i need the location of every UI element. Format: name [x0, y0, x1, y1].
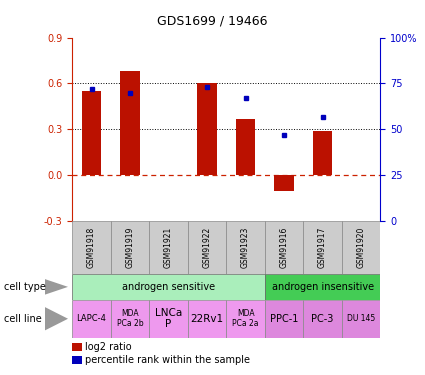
- Text: GDS1699 / 19466: GDS1699 / 19466: [157, 15, 268, 28]
- Text: GSM91919: GSM91919: [125, 227, 135, 268]
- Bar: [149, 221, 188, 274]
- Bar: [198, 84, 217, 176]
- Bar: [265, 221, 303, 274]
- Text: DU 145: DU 145: [347, 314, 375, 323]
- Bar: [236, 118, 255, 176]
- Text: MDA
PCa 2a: MDA PCa 2a: [232, 309, 259, 328]
- Polygon shape: [45, 307, 68, 331]
- Text: 22Rv1: 22Rv1: [190, 314, 224, 324]
- Bar: [265, 274, 380, 300]
- Text: androgen insensitive: androgen insensitive: [272, 282, 374, 292]
- Text: LAPC-4: LAPC-4: [76, 314, 106, 323]
- Bar: [303, 221, 342, 274]
- Text: cell line: cell line: [4, 314, 42, 324]
- Bar: [72, 221, 111, 274]
- Bar: [188, 300, 226, 338]
- Text: androgen sensitive: androgen sensitive: [122, 282, 215, 292]
- Text: GSM91922: GSM91922: [203, 227, 212, 268]
- Bar: [188, 221, 226, 274]
- Text: GSM91917: GSM91917: [318, 227, 327, 268]
- Text: PC-3: PC-3: [312, 314, 334, 324]
- Bar: [226, 221, 265, 274]
- Text: GSM91920: GSM91920: [357, 227, 366, 268]
- Bar: [313, 131, 332, 176]
- Bar: [226, 300, 265, 338]
- Bar: [72, 274, 265, 300]
- Text: cell type: cell type: [4, 282, 46, 292]
- Bar: [82, 91, 101, 176]
- Bar: [342, 221, 380, 274]
- Bar: [303, 300, 342, 338]
- Text: log2 ratio: log2 ratio: [85, 342, 132, 352]
- Bar: [120, 71, 140, 176]
- Text: PPC-1: PPC-1: [270, 314, 298, 324]
- Text: MDA
PCa 2b: MDA PCa 2b: [117, 309, 143, 328]
- Bar: [111, 300, 149, 338]
- Polygon shape: [45, 279, 68, 295]
- Bar: [149, 300, 188, 338]
- Bar: [275, 176, 294, 190]
- Text: GSM91923: GSM91923: [241, 227, 250, 268]
- Text: GSM91916: GSM91916: [280, 227, 289, 268]
- Bar: [265, 300, 303, 338]
- Bar: [111, 221, 149, 274]
- Bar: [342, 300, 380, 338]
- Text: percentile rank within the sample: percentile rank within the sample: [85, 355, 250, 365]
- Text: GSM91921: GSM91921: [164, 227, 173, 268]
- Bar: [72, 300, 111, 338]
- Text: GSM91918: GSM91918: [87, 227, 96, 268]
- Text: LNCa
P: LNCa P: [155, 308, 182, 329]
